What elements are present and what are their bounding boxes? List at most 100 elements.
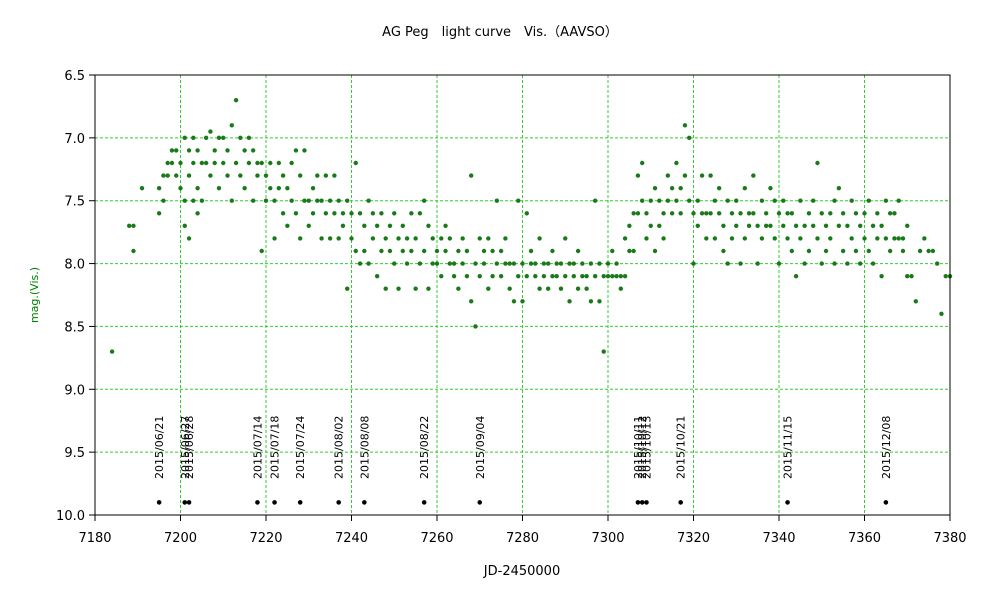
data-point bbox=[216, 135, 222, 141]
observation-date-marker bbox=[336, 500, 341, 505]
data-point bbox=[302, 148, 307, 153]
y-axis-label: mag.(Vis.) bbox=[28, 267, 41, 323]
data-point bbox=[332, 211, 337, 216]
observation-date-marker bbox=[644, 500, 649, 505]
data-point bbox=[165, 160, 170, 166]
data-point bbox=[678, 185, 683, 191]
data-point bbox=[896, 236, 901, 241]
data-point bbox=[930, 248, 936, 254]
data-point bbox=[734, 198, 739, 203]
data-point bbox=[396, 236, 401, 241]
data-point bbox=[785, 236, 790, 241]
data-point bbox=[652, 248, 658, 254]
data-point bbox=[340, 223, 346, 229]
data-point bbox=[404, 261, 410, 266]
data-point bbox=[550, 273, 555, 279]
data-point bbox=[315, 173, 320, 178]
data-point bbox=[345, 198, 350, 203]
data-point bbox=[332, 173, 337, 178]
data-point bbox=[131, 223, 136, 229]
data-point bbox=[443, 223, 448, 229]
data-point bbox=[430, 261, 435, 266]
data-point bbox=[169, 160, 175, 166]
data-point bbox=[195, 148, 200, 153]
data-point bbox=[161, 173, 166, 178]
observation-date-label: 2015/09/04 bbox=[474, 416, 487, 479]
data-point bbox=[259, 248, 264, 254]
data-point bbox=[853, 248, 859, 254]
data-point bbox=[477, 273, 482, 279]
data-point bbox=[498, 248, 504, 254]
data-point bbox=[464, 248, 470, 254]
data-point bbox=[789, 211, 795, 216]
data-point bbox=[238, 135, 243, 141]
data-point bbox=[610, 248, 615, 254]
data-point bbox=[661, 211, 666, 216]
data-point bbox=[127, 223, 132, 229]
data-point bbox=[186, 173, 192, 178]
data-point bbox=[280, 211, 286, 216]
data-point bbox=[225, 148, 230, 153]
data-point bbox=[738, 211, 743, 216]
data-point bbox=[716, 211, 722, 216]
data-point bbox=[622, 273, 628, 279]
data-point bbox=[772, 236, 777, 241]
data-point bbox=[687, 198, 692, 203]
x-tick-label: 7200 bbox=[164, 531, 197, 546]
observation-date-label: 2015/06/28 bbox=[183, 416, 196, 479]
data-point bbox=[242, 148, 247, 153]
data-point bbox=[699, 173, 705, 178]
data-point bbox=[900, 236, 906, 241]
data-point bbox=[161, 198, 166, 203]
data-point bbox=[280, 173, 286, 178]
data-point bbox=[819, 211, 824, 216]
data-point bbox=[883, 198, 889, 203]
observation-date-label: 2015/07/24 bbox=[294, 416, 307, 479]
data-point bbox=[417, 261, 423, 266]
data-point bbox=[828, 236, 833, 241]
observation-date-marker bbox=[639, 500, 645, 505]
data-point bbox=[793, 273, 799, 279]
data-point bbox=[798, 236, 803, 241]
data-point bbox=[426, 223, 431, 229]
data-point bbox=[233, 160, 239, 166]
data-point bbox=[528, 248, 534, 254]
data-point bbox=[588, 261, 594, 266]
observation-date-label: 2015/06/27 bbox=[179, 416, 192, 479]
data-point bbox=[156, 185, 162, 191]
data-point bbox=[443, 248, 448, 254]
data-point bbox=[618, 273, 624, 279]
data-point bbox=[293, 148, 299, 153]
data-point bbox=[302, 198, 307, 203]
data-point bbox=[255, 173, 260, 178]
data-point bbox=[392, 261, 397, 266]
data-point bbox=[823, 223, 829, 229]
data-point bbox=[939, 311, 944, 317]
data-point bbox=[430, 236, 435, 241]
data-point bbox=[584, 286, 589, 291]
data-point bbox=[255, 160, 260, 166]
data-point bbox=[545, 286, 551, 291]
data-point bbox=[396, 286, 401, 291]
data-point bbox=[648, 198, 653, 203]
data-point bbox=[409, 248, 414, 254]
y-tick-label: 7.5 bbox=[64, 195, 85, 210]
data-point bbox=[798, 198, 803, 203]
data-point bbox=[926, 248, 931, 254]
data-point bbox=[289, 160, 294, 166]
data-point bbox=[742, 236, 747, 241]
data-point bbox=[699, 211, 705, 216]
data-point bbox=[858, 261, 863, 266]
data-point bbox=[900, 248, 906, 254]
data-point bbox=[883, 236, 889, 241]
data-point bbox=[366, 261, 371, 266]
data-point bbox=[298, 173, 303, 178]
data-point bbox=[772, 198, 777, 203]
data-point bbox=[469, 173, 474, 178]
observation-date-label: 2015/10/21 bbox=[675, 416, 688, 479]
data-point bbox=[409, 211, 414, 216]
data-point bbox=[815, 160, 820, 166]
data-point bbox=[533, 273, 538, 279]
y-tick-label: 9.5 bbox=[64, 446, 85, 461]
